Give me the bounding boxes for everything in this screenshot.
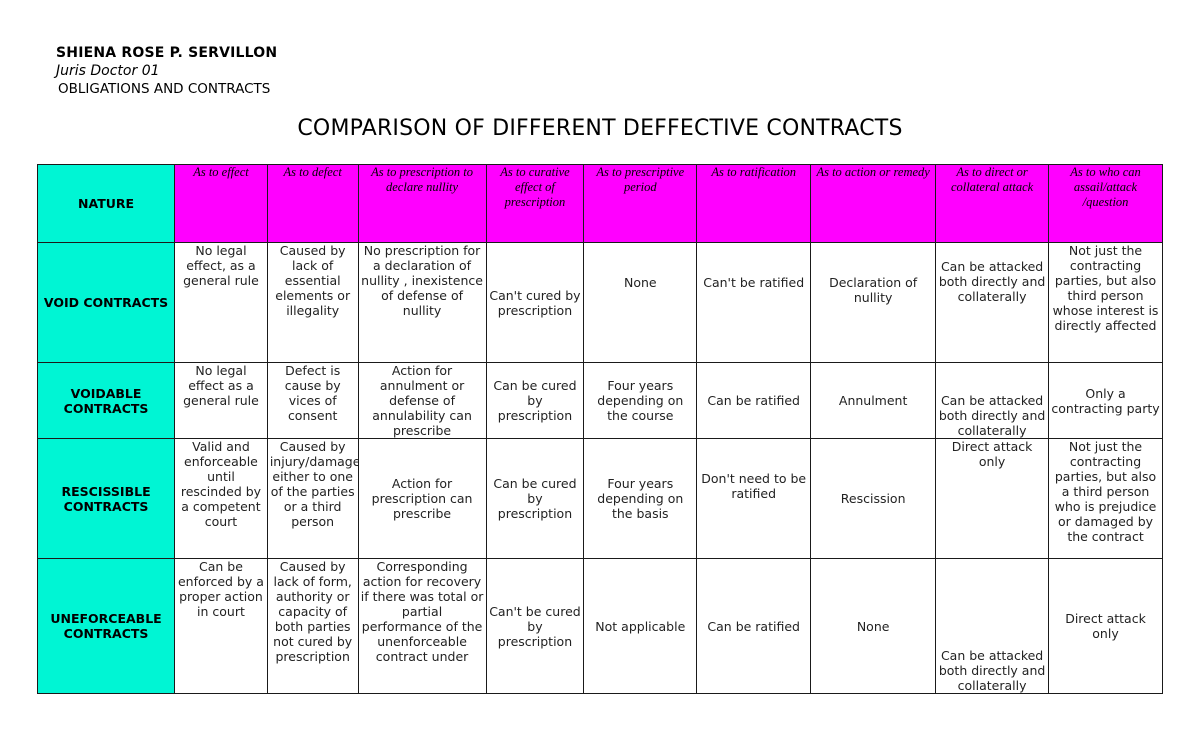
row-header-void: VOID CONTRACTS [36, 242, 176, 363]
nature-column-header: NATURE [36, 164, 176, 243]
table-cell: Declaration of nullity [810, 242, 937, 363]
table-cell: Action for prescription can prescribe [357, 438, 487, 559]
table-cell: Direct attack only [935, 438, 1050, 559]
table-cell: Only a contracting party [1048, 362, 1163, 439]
table-cell: Corresponding action for recovery if the… [357, 558, 487, 694]
table-cell: Can't be cured by prescription [485, 558, 585, 694]
table-cell: None [810, 558, 937, 694]
row-header-voidable: VOIDABLE CONTRACTS [36, 362, 176, 439]
table-cell: Annulment [810, 362, 937, 439]
table-row-rescissible: RESCISSIBLE CONTRACTS Valid and enforcea… [36, 438, 1163, 559]
table-cell: Defect is cause by vices of consent [266, 362, 359, 439]
column-header-who-can-assail: As to who can assail/attack /question [1048, 164, 1163, 243]
table-cell: Can be attacked both directly and collat… [935, 362, 1050, 439]
document-title: COMPARISON OF DIFFERENT DEFFECTIVE CONTR… [297, 116, 903, 141]
table-cell: No legal effect as a general rule [174, 362, 268, 439]
table-row-voidable: VOIDABLE CONTRACTS No legal effect as a … [36, 362, 1163, 439]
table-cell: Valid and enforceable until rescinded by… [174, 438, 268, 559]
table-cell: Four years depending on the course [583, 362, 698, 439]
column-header-ratification: As to ratification [696, 164, 812, 243]
author-header: SHIENA ROSE P. SERVILLON Juris Doctor 01… [56, 44, 277, 98]
table-row-unenforceable: UNEFORCEABLE CONTRACTS Can be enforced b… [36, 558, 1163, 694]
table-cell: Can be attacked both directly and collat… [935, 242, 1050, 363]
program-label: Juris Doctor 01 [56, 63, 160, 79]
table-cell: Caused by injury/damage either to one of… [266, 438, 359, 559]
table-cell: Can be cured by prescription [485, 362, 585, 439]
column-header-prescription-nullity: As to prescription to declare nullity [357, 164, 487, 243]
table-cell: Not applicable [583, 558, 698, 694]
table-cell: None [583, 242, 698, 363]
table-cell: Action for annulment or defense of annul… [357, 362, 487, 439]
table-header-row: NATURE As to effect As to defect As to p… [36, 164, 1163, 243]
column-header-defect: As to defect [266, 164, 359, 243]
table-cell: No legal effect, as a general rule [174, 242, 268, 363]
column-header-action-remedy: As to action or remedy [810, 164, 937, 243]
author-name: SHIENA ROSE P. SERVILLON [56, 45, 278, 61]
table-cell: Don't need to be ratified [696, 438, 812, 559]
subject-label: OBLIGATIONS AND CONTRACTS [58, 81, 271, 97]
table-cell: Caused by lack of essential elements or … [266, 242, 359, 363]
row-header-unenforceable: UNEFORCEABLE CONTRACTS [36, 558, 176, 694]
table-cell: Can be cured by prescription [485, 438, 585, 559]
table-row-void: VOID CONTRACTS No legal effect, as a gen… [36, 242, 1163, 363]
column-header-direct-collateral: As to direct or collateral attack [935, 164, 1050, 243]
row-header-rescissible: RESCISSIBLE CONTRACTS [36, 438, 176, 559]
table-cell: Not just the contracting parties, but al… [1048, 438, 1163, 559]
table-cell: Can't be ratified [696, 242, 812, 363]
comparison-table: NATURE As to effect As to defect As to p… [36, 164, 1163, 694]
table-cell: Rescission [810, 438, 937, 559]
table-cell: Not just the contracting parties, but al… [1048, 242, 1163, 363]
table-cell: Direct attack only [1048, 558, 1163, 694]
table-cell: Can be ratified [696, 558, 812, 694]
table-cell: Can be attacked both directly and collat… [935, 558, 1050, 694]
table-cell: Can be enforced by a proper action in co… [174, 558, 268, 694]
table-cell: Can't cured by prescription [485, 242, 585, 363]
column-header-prescriptive-period: As to prescriptive period [583, 164, 698, 243]
table-cell: Four years depending on the basis [583, 438, 698, 559]
column-header-effect: As to effect [174, 164, 268, 243]
column-header-curative-effect: As to curative effect of prescription [485, 164, 585, 243]
table-cell: No prescription for a declaration of nul… [357, 242, 487, 363]
table-cell: Can be ratified [696, 362, 812, 439]
table-cell: Caused by lack of form, authority or cap… [266, 558, 359, 694]
